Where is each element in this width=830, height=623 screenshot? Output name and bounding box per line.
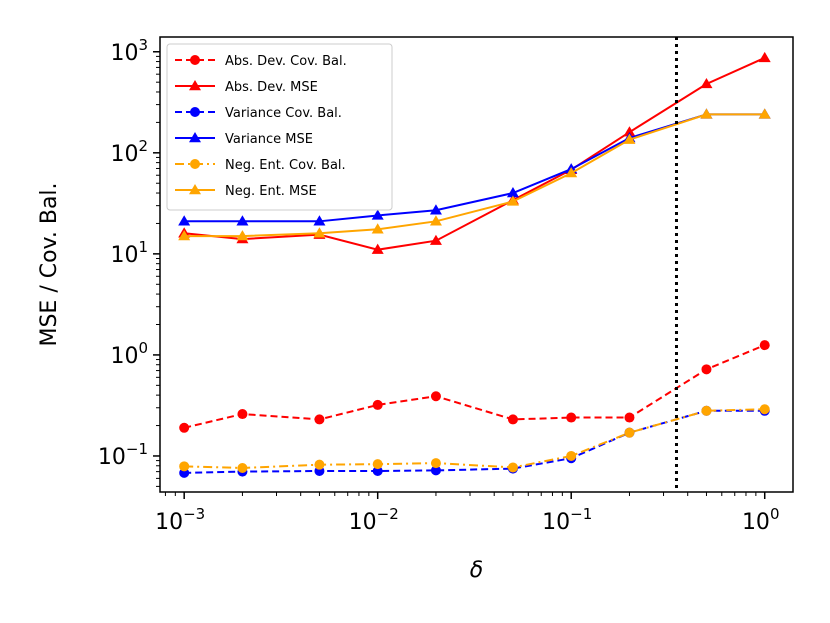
tick-label: 103 (110, 36, 148, 66)
tick-label: 10−1 (542, 505, 592, 535)
legend-label: Neg. Ent. Cov. Bal. (225, 158, 346, 173)
tick-label: 10−3 (155, 505, 205, 535)
legend-label: Variance Cov. Bal. (225, 106, 342, 121)
data-point (178, 215, 191, 226)
data-point (700, 77, 713, 89)
series-layer (178, 51, 771, 478)
data-point (565, 167, 578, 178)
series-neg-ent-cov-bal (179, 404, 770, 474)
data-point (237, 463, 248, 474)
legend-label: Abs. Dev. MSE (225, 80, 318, 95)
data-point (700, 108, 713, 119)
data-point (179, 422, 190, 433)
data-point (372, 399, 383, 410)
data-point (313, 227, 326, 238)
legend-marker (189, 184, 201, 195)
legend-item: Neg. Ent. MSE (175, 184, 317, 199)
legend-marker (190, 159, 200, 169)
data-point (314, 459, 325, 470)
data-point (430, 391, 441, 402)
data-point (429, 234, 442, 245)
legend-label: Neg. Ent. MSE (225, 184, 317, 199)
data-point (506, 187, 519, 198)
y-axis-label: MSE / Cov. Bal. (37, 182, 62, 346)
data-point (313, 215, 326, 226)
series-line-abs-dev-mse (184, 56, 766, 251)
series-neg-ent-mse (178, 108, 771, 241)
legend-label: Abs. Dev. Cov. Bal. (225, 54, 347, 69)
legend-item: Variance MSE (175, 132, 313, 147)
tick-label: 100 (110, 339, 148, 369)
data-point (759, 340, 770, 351)
data-point (429, 204, 442, 215)
legend: Abs. Dev. Cov. Bal. Abs. Dev. MSE Variance… (166, 43, 393, 211)
data-point (430, 458, 441, 469)
data-point (236, 215, 249, 226)
plot-frame (159, 36, 794, 493)
data-point (179, 461, 190, 472)
data-point (623, 133, 636, 144)
legend-item: Neg. Ent. Cov. Bal. (175, 158, 346, 173)
data-point (624, 427, 635, 438)
legend-marker (189, 80, 201, 91)
data-point (372, 459, 383, 470)
tick-label: 100 (742, 505, 780, 535)
data-point (623, 126, 636, 137)
series-line-neg-ent-mse (184, 113, 765, 238)
series-line-abs-dev-cov-bal (183, 344, 766, 429)
series-line-neg-ent-cov-bal (184, 408, 765, 470)
data-point (236, 230, 249, 241)
legend-marker (189, 132, 201, 143)
data-point (758, 51, 771, 63)
data-point (566, 450, 577, 461)
data-point (371, 223, 384, 234)
data-point (758, 108, 771, 119)
tick-label: 10−1 (98, 440, 148, 470)
legend-item: Abs. Dev. Cov. Bal. (175, 54, 347, 69)
tick-label: 10−2 (349, 505, 399, 535)
data-point (566, 412, 577, 423)
legend-marker (190, 107, 200, 117)
data-point (506, 195, 519, 206)
legend-item: Abs. Dev. MSE (175, 80, 318, 95)
legend-box (166, 43, 393, 211)
data-point (371, 209, 384, 220)
data-point (507, 462, 518, 473)
data-point (372, 466, 383, 477)
legend-marker (190, 55, 200, 65)
x-axis-label: δ (470, 558, 483, 583)
series-abs-dev-cov-bal (179, 340, 770, 433)
data-point (429, 215, 442, 226)
legend-item: Variance Cov. Bal. (175, 106, 342, 121)
data-point (237, 409, 248, 420)
data-point (178, 230, 191, 241)
tick-label: 101 (110, 238, 148, 268)
data-point (759, 404, 770, 415)
data-point (314, 414, 325, 425)
tick-layer: 10−3 10−2 10−1 100 10−1 100 101 102 103 (98, 36, 780, 535)
data-point (701, 364, 712, 375)
data-point (430, 465, 441, 476)
tick-label: 102 (110, 137, 148, 167)
legend-label: Variance MSE (225, 132, 313, 147)
data-point (624, 412, 635, 423)
data-point (371, 243, 384, 254)
series-line-variance-cov-bal (184, 409, 765, 474)
data-point (507, 414, 518, 425)
data-point (701, 405, 712, 416)
